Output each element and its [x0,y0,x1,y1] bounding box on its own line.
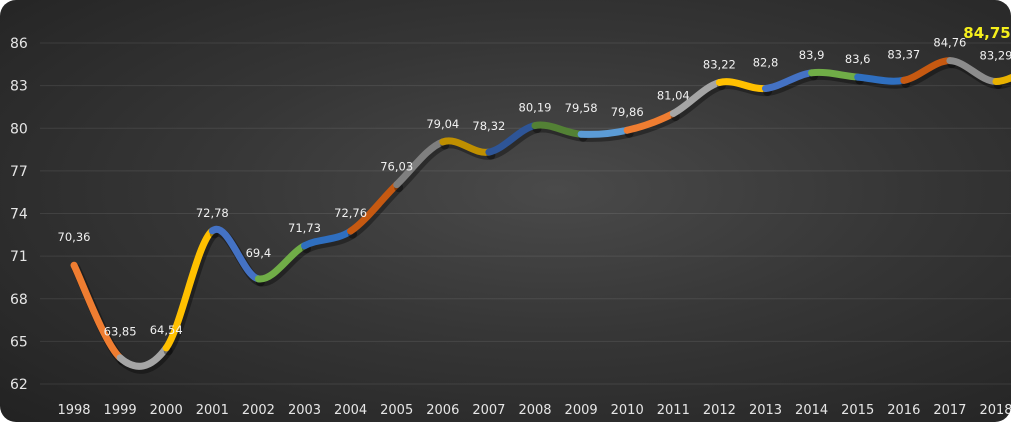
data-label-2017: 84,76 [933,36,966,50]
x-tick-label: 2000 [150,403,183,418]
x-tick-label: 2005 [380,403,413,418]
x-tick-label: 2010 [611,403,644,418]
line-segment-1998-1999 [70,261,124,362]
line-segment-2007-2008 [485,122,539,156]
x-tick-label: 2016 [887,403,920,418]
line-segment-2009-2010 [577,126,631,138]
data-label-2005: 76,03 [380,160,413,174]
line-segment-2014-2015 [808,68,862,81]
x-tick-label: 2014 [795,403,828,418]
y-tick-label: 71 [10,249,28,265]
line-segment-2017-2018 [946,57,1000,86]
line-segment-2003-2004 [301,227,355,250]
data-label-2001: 72,78 [196,206,229,220]
x-axis: 1998 1999 2000 2001 2002 2003 2004 2005 2006 2007… [57,403,1011,418]
data-label-2003: 71,73 [288,221,321,235]
line-segment-shadow [394,140,450,193]
line-segment-2001-2002 [208,225,262,283]
line-segment-1999-2000 [116,344,170,370]
data-label-2018: 83,29 [980,49,1011,63]
x-tick-label: 2017 [933,403,966,418]
x-tick-label: 2012 [703,403,736,418]
x-tick-label: 1998 [57,403,90,418]
data-label-2019: 84,75 [963,24,1010,42]
line-segment-2013-2014 [762,69,816,92]
line-segment-2005-2006 [393,138,447,189]
data-label-2008: 80,19 [519,101,552,115]
line-segment-shadow [348,183,404,239]
x-tick-label: 2011 [657,403,690,418]
line-segment-2010-2011 [623,109,677,134]
y-tick-label: 83 [10,79,28,95]
data-label-2009: 79,58 [565,101,598,115]
y-tick-label: 74 [10,207,28,223]
y-axis: 62 65 68 71 74 77 80 83 86 [10,36,28,393]
x-tick-label: 2008 [518,403,551,418]
line-segment-2011-2012 [669,78,723,117]
line-segment-2004-2005 [347,181,401,235]
y-tick-label: 86 [10,36,28,52]
series-line [70,57,1011,374]
x-tick-label: 2013 [749,403,782,418]
data-label-1999: 63,85 [104,325,137,339]
data-label-2004: 72,76 [334,206,367,220]
x-tick-label: 2003 [288,403,321,418]
data-label-2011: 81,04 [657,88,690,102]
line-segment-2018-2019 [992,73,1011,86]
line-segment-2015-2016 [854,73,908,85]
line-segment-2008-2009 [531,121,585,138]
data-label-2016: 83,37 [887,47,920,61]
data-label-2010: 79,86 [611,105,644,119]
x-tick-label: 2018 [979,403,1011,418]
data-label-2000: 64,54 [150,323,183,337]
x-tick-label: 2002 [242,403,275,418]
line-segment-2006-2007 [439,137,493,156]
x-tick-label: 1999 [104,403,137,418]
x-tick-label: 2006 [426,403,459,418]
data-label-2007: 78,32 [472,119,505,133]
data-label-2012: 83,22 [703,57,736,71]
line-segment-2012-2013 [715,78,769,93]
line-segment-2000-2001 [162,227,216,352]
y-tick-label: 62 [10,377,28,393]
y-tick-label: 65 [10,334,28,350]
data-label-2013: 82,8 [753,55,779,69]
line-segment-2016-2017 [900,57,954,84]
data-label-2006: 79,04 [426,117,459,131]
y-tick-label: 68 [10,292,28,308]
data-labels: 70,36 63,85 64,54 72,78 69,4 71,73 72,76 76,03 7… [58,24,1011,339]
x-tick-label: 2001 [196,403,229,418]
data-label-2002: 69,4 [246,246,272,260]
data-label-2015: 83,6 [845,52,871,66]
y-tick-label: 80 [10,121,28,137]
x-tick-label: 2007 [472,403,505,418]
gridlines [40,42,1011,385]
data-label-1998: 70,36 [58,230,91,244]
x-tick-label: 2009 [565,403,598,418]
x-tick-label: 2004 [334,403,367,418]
y-tick-label: 77 [10,164,28,180]
line-segment-shadow [670,80,726,121]
data-label-2014: 83,9 [799,48,825,62]
line-segment-2002-2003 [254,242,308,283]
x-tick-label: 2015 [841,403,874,418]
